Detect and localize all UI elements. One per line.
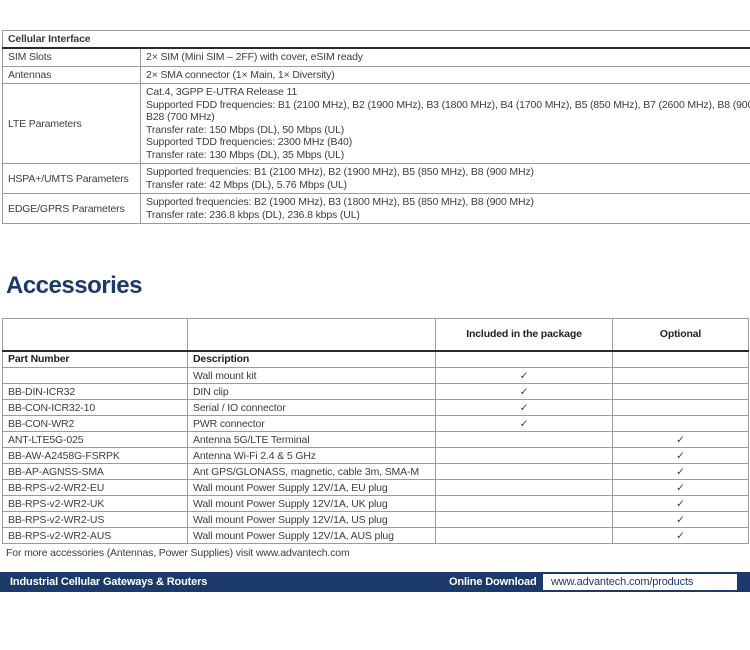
table-row: BB-CON-ICR32-10 Serial / IO connector ✓ — [2, 399, 749, 416]
spec-table-title: Cellular Interface — [2, 30, 750, 49]
empty-cell — [435, 479, 613, 496]
empty-cell — [612, 367, 749, 384]
spec-row-value: Supported frequencies: B2 (1900 MHz), B3… — [140, 193, 750, 224]
spec-row-value: 2× SMA connector (1× Main, 1× Diversity) — [140, 65, 750, 84]
description-cell: Antenna Wi-Fi 2.4 & 5 GHz — [187, 447, 436, 464]
empty-cell — [435, 527, 613, 544]
description-cell: Wall mount Power Supply 12V/1A, AUS plug — [187, 527, 436, 544]
footer-online-download-label: Online Download — [449, 576, 537, 588]
accessories-table-body: Included in the package Optional Part Nu… — [2, 318, 749, 544]
part-number-column-header: Part Number — [2, 349, 188, 368]
footer-product-family-label: Industrial Cellular Gateways & Routers — [10, 576, 208, 588]
spec-row: EDGE/GPRS Parameters Supported frequencie… — [2, 193, 750, 224]
optional-check-icon: ✓ — [612, 431, 749, 448]
accessories-table: Included in the package Optional Part Nu… — [2, 318, 749, 544]
spec-row-value: Supported frequencies: B1 (2100 MHz), B2… — [140, 163, 750, 194]
footer-url-box: www.advantech.com/products — [543, 574, 737, 590]
table-row: BB-RPS-v2-WR2-US Wall mount Power Supply … — [2, 511, 749, 528]
included-check-icon: ✓ — [435, 367, 613, 384]
part-number-cell: BB-AW-A2458G-FSRPK — [2, 447, 188, 464]
optional-check-icon: ✓ — [612, 511, 749, 528]
description-cell: Antenna 5G/LTE Terminal — [187, 431, 436, 448]
optional-check-icon: ✓ — [612, 527, 749, 544]
description-cell: Ant GPS/GLONASS, magnetic, cable 3m, SMA… — [187, 463, 436, 480]
empty-cell — [435, 511, 613, 528]
optional-check-icon: ✓ — [612, 479, 749, 496]
description-cell: Wall mount Power Supply 12V/1A, US plug — [187, 511, 436, 528]
accessories-group-header-row: Included in the package Optional — [2, 318, 749, 351]
spec-row: SIM Slots 2× SIM (Mini SIM – 2FF) with co… — [2, 47, 750, 67]
part-number-cell: BB-RPS-v2-WR2-UK — [2, 495, 188, 512]
spec-row-label: HSPA+/UMTS Parameters — [2, 163, 141, 194]
spec-row-value: 2× SIM (Mini SIM – 2FF) with cover, eSIM… — [140, 47, 750, 67]
empty-cell — [612, 383, 749, 400]
empty-cell — [435, 463, 613, 480]
optional-column-header: Optional — [612, 318, 749, 351]
spec-row-value: Cat.4, 3GPP E-UTRA Release 11 Supported F… — [140, 83, 750, 164]
footer-url-text: www.advantech.com/products — [551, 576, 694, 588]
table-row: BB-AP-AGNSS-SMA Ant GPS/GLONASS, magnetic… — [2, 463, 749, 480]
empty-cell — [435, 349, 613, 368]
optional-check-icon: ✓ — [612, 447, 749, 464]
footer-bar: Industrial Cellular Gateways & Routers O… — [0, 572, 750, 592]
empty-cell — [435, 447, 613, 464]
description-cell: Wall mount kit — [187, 367, 436, 384]
part-number-cell: BB-AP-AGNSS-SMA — [2, 463, 188, 480]
spec-row: HSPA+/UMTS Parameters Supported frequenci… — [2, 163, 750, 194]
table-row: ANT-LTE5G-025 Antenna 5G/LTE Terminal ✓ — [2, 431, 749, 448]
spec-row-label: Antennas — [2, 65, 141, 84]
table-row: BB-AW-A2458G-FSRPK Antenna Wi-Fi 2.4 & 5 … — [2, 447, 749, 464]
included-check-icon: ✓ — [435, 399, 613, 416]
part-number-cell: BB-RPS-v2-WR2-AUS — [2, 527, 188, 544]
spec-row: Antennas 2× SMA connector (1× Main, 1× Di… — [2, 65, 750, 84]
table-row: BB-RPS-v2-WR2-UK Wall mount Power Supply … — [2, 495, 749, 512]
empty-cell — [612, 415, 749, 432]
empty-cell — [612, 349, 749, 368]
description-cell: Serial / IO connector — [187, 399, 436, 416]
empty-cell — [2, 318, 188, 351]
spec-table-title-row: Cellular Interface — [2, 30, 750, 49]
accessories-footnote: For more accessories (Antennas, Power Su… — [6, 547, 350, 559]
table-row: BB-DIN-ICR32 DIN clip ✓ — [2, 383, 749, 400]
part-number-cell: BB-RPS-v2-WR2-US — [2, 511, 188, 528]
optional-check-icon: ✓ — [612, 495, 749, 512]
cellular-interface-table: Cellular Interface SIM Slots 2× SIM (Mini… — [2, 30, 750, 224]
accessories-heading: Accessories — [6, 272, 142, 299]
table-row: BB-RPS-v2-WR2-EU Wall mount Power Supply … — [2, 479, 749, 496]
empty-cell — [612, 399, 749, 416]
part-number-cell: ANT-LTE5G-025 — [2, 431, 188, 448]
empty-cell — [187, 318, 436, 351]
table-row: Wall mount kit ✓ — [2, 367, 749, 384]
part-number-cell — [2, 367, 188, 384]
description-cell: Wall mount Power Supply 12V/1A, EU plug — [187, 479, 436, 496]
description-cell: DIN clip — [187, 383, 436, 400]
description-cell: PWR connector — [187, 415, 436, 432]
description-cell: Wall mount Power Supply 12V/1A, UK plug — [187, 495, 436, 512]
spec-table-body: Cellular Interface SIM Slots 2× SIM (Mini… — [2, 30, 750, 224]
optional-check-icon: ✓ — [612, 463, 749, 480]
empty-cell — [435, 431, 613, 448]
included-check-icon: ✓ — [435, 415, 613, 432]
part-number-cell: BB-CON-WR2 — [2, 415, 188, 432]
part-number-cell: BB-RPS-v2-WR2-EU — [2, 479, 188, 496]
included-column-header: Included in the package — [435, 318, 613, 351]
empty-cell — [435, 495, 613, 512]
spec-row-label: SIM Slots — [2, 47, 141, 67]
included-check-icon: ✓ — [435, 383, 613, 400]
part-number-cell: BB-CON-ICR32-10 — [2, 399, 188, 416]
description-column-header: Description — [187, 349, 436, 368]
spec-row-label: EDGE/GPRS Parameters — [2, 193, 141, 224]
accessories-column-header-row: Part Number Description — [2, 349, 749, 368]
spec-row: LTE Parameters Cat.4, 3GPP E-UTRA Release… — [2, 83, 750, 164]
table-row: BB-CON-WR2 PWR connector ✓ — [2, 415, 749, 432]
table-row: BB-RPS-v2-WR2-AUS Wall mount Power Supply… — [2, 527, 749, 544]
part-number-cell: BB-DIN-ICR32 — [2, 383, 188, 400]
spec-row-label: LTE Parameters — [2, 83, 141, 164]
